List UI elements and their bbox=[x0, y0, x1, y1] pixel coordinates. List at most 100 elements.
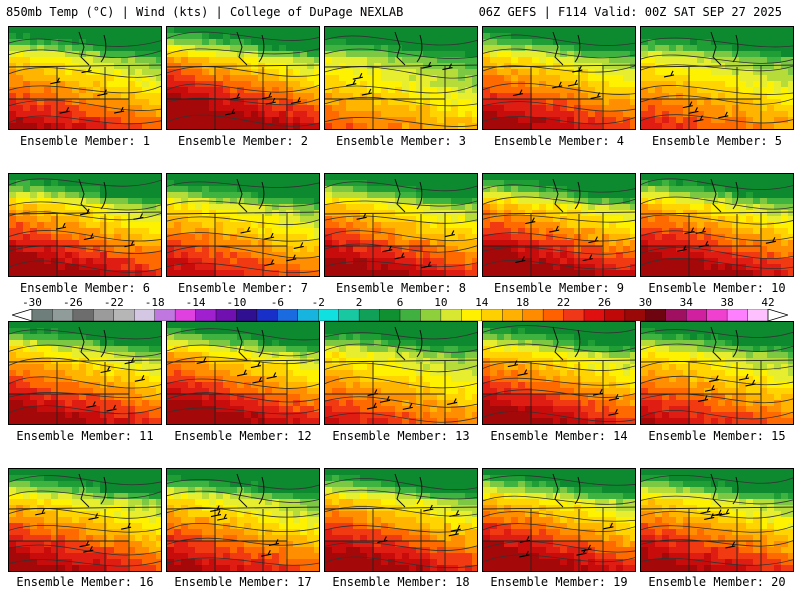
temperature-field-map bbox=[9, 322, 161, 424]
colorbar-tick-label: 42 bbox=[761, 296, 775, 309]
ensemble-panel bbox=[482, 321, 636, 425]
ensemble-panel bbox=[640, 468, 794, 572]
ensemble-member-label: Ensemble Member: 4 bbox=[493, 134, 625, 148]
ensemble-panel bbox=[640, 173, 794, 277]
colorbar-segment bbox=[563, 309, 585, 321]
colorbar-segment bbox=[318, 309, 340, 321]
ensemble-member-label: Ensemble Member: 15 bbox=[648, 429, 786, 443]
colorbar-segment bbox=[481, 309, 503, 321]
colorbar-segment bbox=[52, 309, 74, 321]
temperature-field-map bbox=[9, 469, 161, 571]
temperature-field-map bbox=[641, 174, 793, 276]
colorbar-segment bbox=[297, 309, 319, 321]
colorbar-segment bbox=[502, 309, 524, 321]
colorbar-segment bbox=[542, 309, 565, 321]
ensemble-member-label: Ensemble Member: 20 bbox=[648, 575, 786, 589]
ensemble-panel bbox=[324, 26, 478, 130]
colorbar-segment bbox=[399, 309, 421, 321]
map-title: 850mb Temp (°C) | Wind (kts) | College o… bbox=[6, 5, 404, 19]
colorbar-tick-label: -22 bbox=[103, 296, 124, 309]
colorbar-segment bbox=[706, 309, 728, 321]
ensemble-panel bbox=[8, 173, 162, 277]
ensemble-panel bbox=[324, 321, 478, 425]
colorbar-segment bbox=[624, 309, 646, 321]
ensemble-member-label: Ensemble Member: 18 bbox=[332, 575, 470, 589]
valid-time-label: 06Z GEFS | F114 Valid: 00Z SAT SEP 27 20… bbox=[478, 5, 782, 19]
colorbar-segment bbox=[747, 309, 769, 321]
temperature-field-map bbox=[325, 322, 477, 424]
ensemble-member-label: Ensemble Member: 17 bbox=[174, 575, 312, 589]
temperature-field-map bbox=[167, 174, 319, 276]
colorbar-segment bbox=[686, 309, 708, 321]
temperature-field-map bbox=[167, 27, 319, 129]
ensemble-panel bbox=[482, 173, 636, 277]
colorbar-tick-label: 30 bbox=[638, 296, 652, 309]
colorbar-segment bbox=[522, 309, 544, 321]
colorbar-segment bbox=[645, 309, 667, 321]
temperature-field-map bbox=[9, 27, 161, 129]
ensemble-member-label: Ensemble Member: 10 bbox=[648, 281, 786, 295]
ensemble-panel bbox=[8, 321, 162, 425]
temperature-field-map bbox=[641, 27, 793, 129]
colorbar-segment bbox=[93, 309, 115, 321]
colorbar-segment bbox=[338, 309, 360, 321]
ensemble-member-label: Ensemble Member: 19 bbox=[490, 575, 628, 589]
ensemble-member-label: Ensemble Member: 5 bbox=[651, 134, 783, 148]
ensemble-panel bbox=[324, 468, 478, 572]
ensemble-member-label: Ensemble Member: 7 bbox=[177, 281, 309, 295]
colorbar-segment bbox=[461, 309, 483, 321]
colorbar-segment bbox=[277, 309, 299, 321]
ensemble-panel bbox=[166, 26, 320, 130]
colorbar-segment bbox=[154, 309, 176, 321]
ensemble-panel bbox=[8, 468, 162, 572]
temperature-field-map bbox=[167, 469, 319, 571]
colorbar-segment bbox=[113, 309, 135, 321]
colorbar-tick-label: -14 bbox=[185, 296, 206, 309]
ensemble-panel bbox=[166, 173, 320, 277]
colorbar-left-arrow bbox=[12, 309, 33, 321]
ensemble-panel bbox=[166, 321, 320, 425]
ensemble-panel bbox=[8, 26, 162, 130]
ensemble-member-label: Ensemble Member: 8 bbox=[335, 281, 467, 295]
colorbar-segment bbox=[236, 309, 258, 321]
temperature-field-map bbox=[641, 322, 793, 424]
colorbar-tick-label: 14 bbox=[475, 296, 489, 309]
colorbar-segment bbox=[379, 309, 401, 321]
ensemble-panel bbox=[482, 468, 636, 572]
colorbar-right-arrow bbox=[767, 309, 788, 321]
ensemble-member-label: Ensemble Member: 11 bbox=[16, 429, 154, 443]
temperature-field-map bbox=[325, 27, 477, 129]
ensemble-member-label: Ensemble Member: 6 bbox=[19, 281, 151, 295]
colorbar-segment bbox=[195, 309, 217, 321]
colorbar-tick-label: 10 bbox=[434, 296, 448, 309]
colorbar-tick-label: 2 bbox=[355, 296, 363, 309]
ensemble-panel bbox=[166, 468, 320, 572]
ensemble-member-label: Ensemble Member: 3 bbox=[335, 134, 467, 148]
colorbar-segment bbox=[726, 309, 749, 321]
temperature-field-map bbox=[641, 469, 793, 571]
colorbar-tick-label: 26 bbox=[597, 296, 612, 309]
temperature-colorbar bbox=[12, 309, 788, 321]
colorbar-tick-label: 34 bbox=[679, 296, 693, 309]
temperature-field-map bbox=[483, 27, 635, 129]
colorbar-segment bbox=[31, 309, 53, 321]
colorbar-tick-label: -2 bbox=[311, 296, 325, 309]
ensemble-panel bbox=[482, 26, 636, 130]
ensemble-member-label: Ensemble Member: 14 bbox=[490, 429, 628, 443]
ensemble-member-label: Ensemble Member: 1 bbox=[19, 134, 151, 148]
ensemble-member-label: Ensemble Member: 12 bbox=[174, 429, 312, 443]
ensemble-panel bbox=[324, 173, 478, 277]
colorbar-tick-label: -30 bbox=[22, 296, 42, 309]
colorbar-tick-label: 22 bbox=[556, 296, 571, 309]
temperature-field-map bbox=[483, 469, 635, 571]
ensemble-member-label: Ensemble Member: 2 bbox=[177, 134, 309, 148]
temperature-field-map bbox=[9, 174, 161, 276]
colorbar-segment bbox=[215, 309, 237, 321]
colorbar-segment bbox=[134, 309, 156, 321]
colorbar-tick-label: 38 bbox=[720, 296, 734, 309]
colorbar-tick-label: -26 bbox=[62, 296, 83, 309]
ensemble-member-label: Ensemble Member: 13 bbox=[332, 429, 470, 443]
colorbar-tick-label: 18 bbox=[516, 296, 530, 309]
colorbar-segment bbox=[358, 309, 381, 321]
temperature-field-map bbox=[325, 174, 477, 276]
